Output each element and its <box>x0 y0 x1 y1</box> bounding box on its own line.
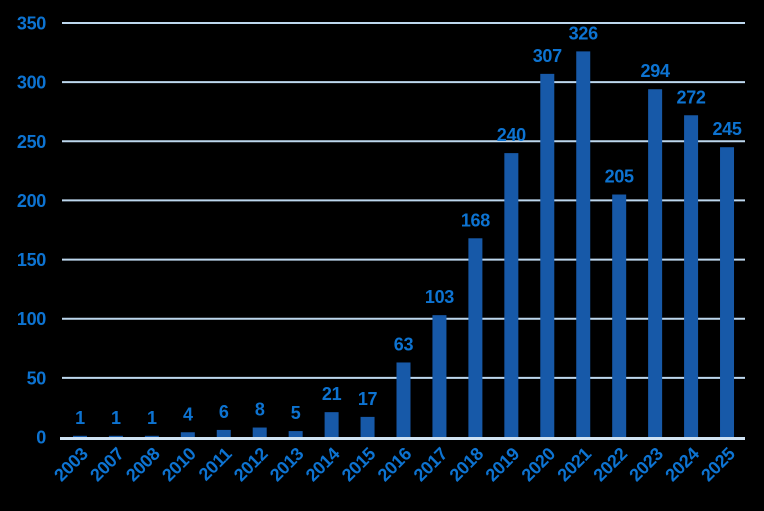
bar <box>360 416 375 437</box>
data-label: 307 <box>533 46 562 66</box>
x-axis-tick-label: 2015 <box>338 443 380 485</box>
bar <box>288 431 303 437</box>
bar <box>216 429 231 437</box>
y-axis-tick-label: 100 <box>17 309 46 329</box>
y-axis-tick-label: 200 <box>17 191 46 211</box>
x-axis-tick-label: 2021 <box>553 443 595 485</box>
x-axis-tick-label: 2018 <box>446 443 488 485</box>
x-axis-tick-label: 2003 <box>50 443 92 485</box>
x-axis-tick-label: 2019 <box>482 443 524 485</box>
bar <box>108 435 123 437</box>
y-axis-tick-label: 300 <box>17 73 46 93</box>
x-axis-tick-label: 2023 <box>625 443 667 485</box>
data-label: 63 <box>394 334 414 354</box>
data-label: 1 <box>111 408 121 428</box>
x-axis-tick-label: 2007 <box>86 443 128 485</box>
data-label: 294 <box>641 61 670 81</box>
data-label: 8 <box>255 400 265 420</box>
x-axis-tick-label: 2008 <box>122 443 164 485</box>
x-axis-tick-label: 2010 <box>158 443 200 485</box>
bar <box>576 51 591 437</box>
bar <box>648 89 663 438</box>
x-axis-tick-label: 2014 <box>302 443 344 485</box>
y-axis-tick-label: 250 <box>17 132 46 152</box>
bar <box>684 115 699 438</box>
data-label: 272 <box>677 87 706 107</box>
bar <box>252 427 267 437</box>
y-axis-tick-label: 0 <box>36 428 46 448</box>
bar <box>504 153 519 437</box>
bar <box>432 315 447 437</box>
y-axis-tick-label: 350 <box>17 14 46 34</box>
x-axis-tick-label: 2016 <box>374 443 416 485</box>
bar <box>720 147 735 437</box>
x-axis-tick-label: 2025 <box>697 443 739 485</box>
data-label: 245 <box>712 119 741 139</box>
x-axis-tick-label: 2012 <box>230 443 272 485</box>
data-label: 168 <box>461 210 490 230</box>
x-axis-tick-label: 2024 <box>661 443 703 485</box>
data-label: 240 <box>497 125 526 145</box>
bar <box>540 73 555 437</box>
data-label: 6 <box>219 402 229 422</box>
bar <box>612 194 627 437</box>
bar <box>396 362 411 437</box>
data-label: 17 <box>358 389 378 409</box>
data-label: 5 <box>291 403 301 423</box>
bar <box>468 238 483 437</box>
data-label: 1 <box>75 408 85 428</box>
bar <box>144 435 159 437</box>
data-label: 1 <box>147 408 157 428</box>
data-label: 21 <box>322 384 342 404</box>
x-axis-tick-label: 2017 <box>410 443 452 485</box>
bar <box>180 432 195 437</box>
y-axis-tick-label: 150 <box>17 250 46 270</box>
x-axis-tick-label: 2020 <box>518 443 560 485</box>
bar <box>72 435 87 437</box>
data-label: 326 <box>569 23 598 43</box>
data-label: 103 <box>425 287 454 307</box>
x-axis-tick-label: 2022 <box>589 443 631 485</box>
x-axis-tick-label: 2013 <box>266 443 308 485</box>
x-axis-tick-label: 2011 <box>195 443 236 484</box>
data-label: 4 <box>183 404 193 424</box>
bar <box>324 412 339 437</box>
data-label: 205 <box>605 167 634 187</box>
y-axis-tick-label: 50 <box>27 368 47 388</box>
